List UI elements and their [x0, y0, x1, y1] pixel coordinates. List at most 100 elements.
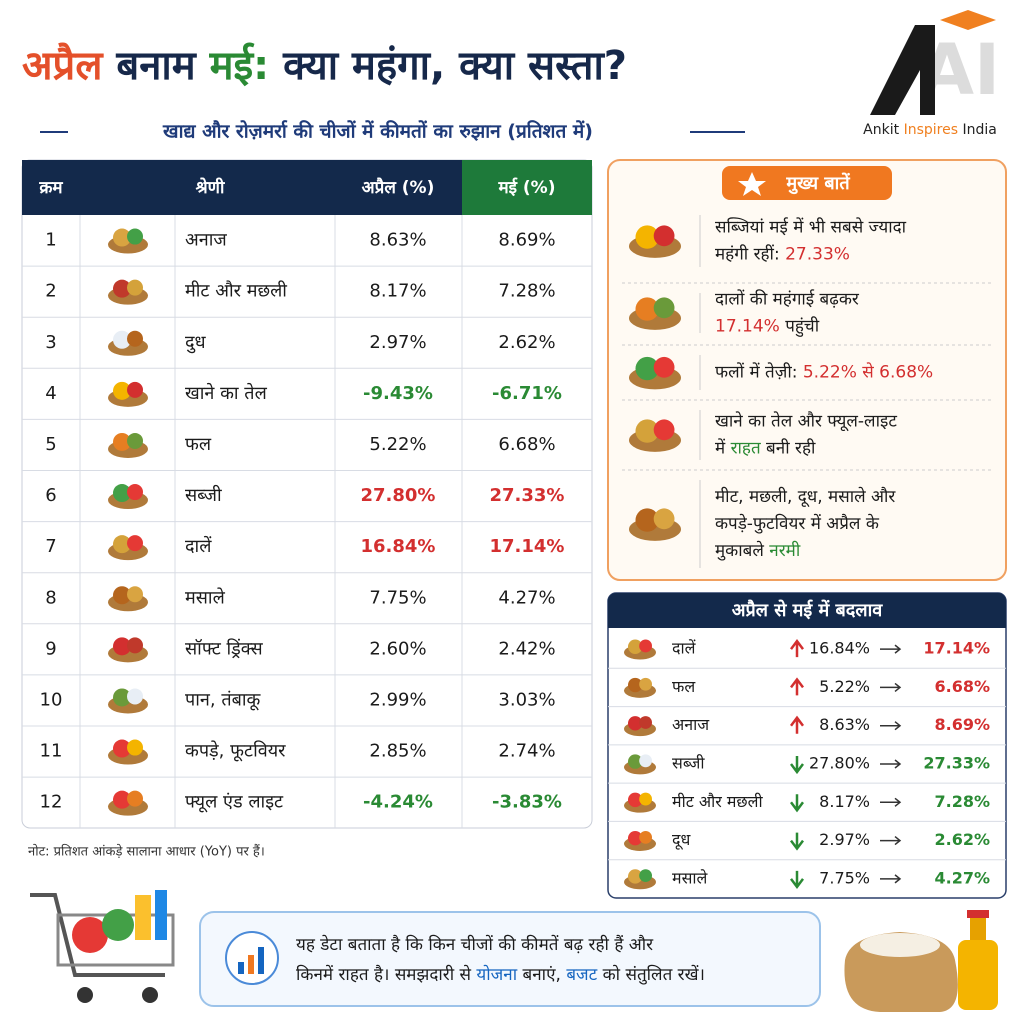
table-cell: 10 [40, 689, 63, 710]
change-to: 4.27% [934, 868, 990, 887]
table-cell: 27.33% [490, 485, 565, 506]
highlight-text-part: मीट, मछली, दूध, मसाले और [715, 486, 896, 507]
icon [639, 716, 652, 729]
table-cell: 27.80% [361, 485, 436, 506]
footer-text: यह डेटा बताता है कि किन चीजों की कीमतें … [296, 934, 654, 955]
icon [127, 381, 143, 398]
icon [127, 688, 143, 705]
change-arrow [790, 832, 804, 851]
icon [639, 639, 652, 653]
change-arrow [790, 715, 804, 734]
logo-name-part: India [958, 122, 997, 138]
note: नोट: प्रतिशत आंकड़े सालाना आधार (YoY) पर… [28, 844, 265, 860]
change-arrow [790, 794, 804, 813]
highlight-text-part: बनी रही [761, 438, 816, 459]
icon [653, 508, 675, 530]
icon [127, 279, 143, 296]
icon [127, 790, 143, 807]
change-label: दालें [672, 639, 697, 658]
highlight-text: दालों की महंगाई बढ़कर [715, 289, 860, 310]
icon [113, 330, 131, 349]
footer-text-part: यह डेटा बताता है कि किन चीजों की कीमतें … [296, 934, 654, 955]
table-cell: 8.17% [369, 281, 426, 302]
table-cell: 12 [40, 792, 63, 813]
cart-illustration [30, 890, 175, 1003]
icon [127, 330, 143, 347]
table-cell: -3.83% [492, 792, 562, 813]
subtitle: खाद्य और रोज़मर्रा की चीजों में कीमतों क… [162, 120, 593, 143]
table-cell: फ्यूल एंड लाइट [185, 792, 284, 813]
table-cell: 2.60% [369, 638, 426, 659]
highlight-text: में राहत बनी रही [715, 438, 816, 459]
change-to-arrow [880, 835, 902, 846]
logo-name-part: Ankit [863, 122, 903, 138]
change-label: सब्जी [672, 754, 705, 773]
change-to: 6.68% [934, 677, 990, 696]
table-cell: 2.42% [498, 638, 555, 659]
highlight-text-part: 5.22% से 6.68% [803, 362, 933, 383]
icon [113, 688, 131, 707]
table-cell: 2.97% [369, 332, 426, 353]
change-from: 8.63% [819, 715, 870, 734]
icon [628, 754, 643, 769]
star-icon [738, 172, 766, 196]
highlight-text-part: दालों की महंगाई बढ़कर [715, 289, 860, 310]
icon [127, 228, 143, 245]
table-cell: मसाले [185, 586, 226, 608]
table-cell: अनाज [185, 230, 227, 251]
column-header: श्रेणी [195, 177, 225, 198]
highlight-text-part: नरमी [769, 540, 801, 561]
change-to: 8.69% [934, 715, 990, 734]
icon [635, 225, 659, 249]
title-part: बनाम [102, 43, 209, 89]
highlights-pill [722, 166, 892, 200]
title-part: मई: [209, 42, 270, 89]
change-label: मीट और मछली [672, 792, 763, 811]
highlight-text-part: सब्जियां मई में भी सबसे ज्यादा [715, 217, 907, 238]
table-header-may-bg [462, 160, 592, 215]
highlight-text: कपड़े-फुटवियर में अप्रैल के [715, 513, 880, 534]
icon [113, 279, 131, 298]
change-label: अनाज [672, 715, 710, 734]
chart-icon-bar [238, 962, 244, 974]
icon [639, 792, 652, 806]
column-header: मई (%) [497, 177, 555, 198]
table-cell: 9 [45, 638, 56, 659]
highlight-text: सब्जियां मई में भी सबसे ज्यादा [715, 217, 907, 238]
table-cell: 16.84% [361, 536, 436, 557]
table-cell: 7.75% [369, 587, 426, 608]
logo-shape [870, 25, 935, 115]
icon [113, 739, 131, 758]
highlight-text: 17.14% पहुंची [715, 316, 820, 338]
highlights-box [607, 159, 1007, 581]
table-cell: 11 [40, 741, 63, 762]
column-header: अप्रैल (%) [362, 177, 435, 198]
highlight-text-part: 27.33% [785, 245, 850, 265]
logo-cap [940, 10, 996, 30]
icon [127, 484, 143, 501]
change-arrow [790, 639, 804, 658]
icon [628, 716, 643, 731]
icon [653, 419, 675, 441]
highlight-text-part: फलों में तेज़ी: [715, 362, 803, 383]
table-cell: 1 [45, 230, 56, 251]
table-cell: 8.69% [498, 230, 555, 251]
icon [635, 508, 659, 532]
highlight-text-part: मुकाबले [715, 540, 769, 561]
change-to: 2.62% [934, 830, 990, 849]
change-to-arrow [880, 721, 902, 731]
footer-text-part: बनाएं, [517, 965, 566, 985]
highlight-text-part: 17.14% [715, 317, 780, 337]
icon [113, 381, 131, 400]
icon [639, 869, 652, 883]
icon [113, 790, 131, 809]
table-cell: 2.74% [498, 741, 555, 762]
change-to-arrow [880, 797, 902, 807]
change-from: 7.75% [819, 868, 870, 887]
changes-header-bg [608, 593, 1006, 628]
footer-text-part: को संतुलित रखें। [597, 964, 705, 985]
table-cell: कपड़े, फूटवियर [185, 740, 286, 762]
table-cell: 5 [45, 434, 56, 455]
icon [628, 830, 643, 846]
